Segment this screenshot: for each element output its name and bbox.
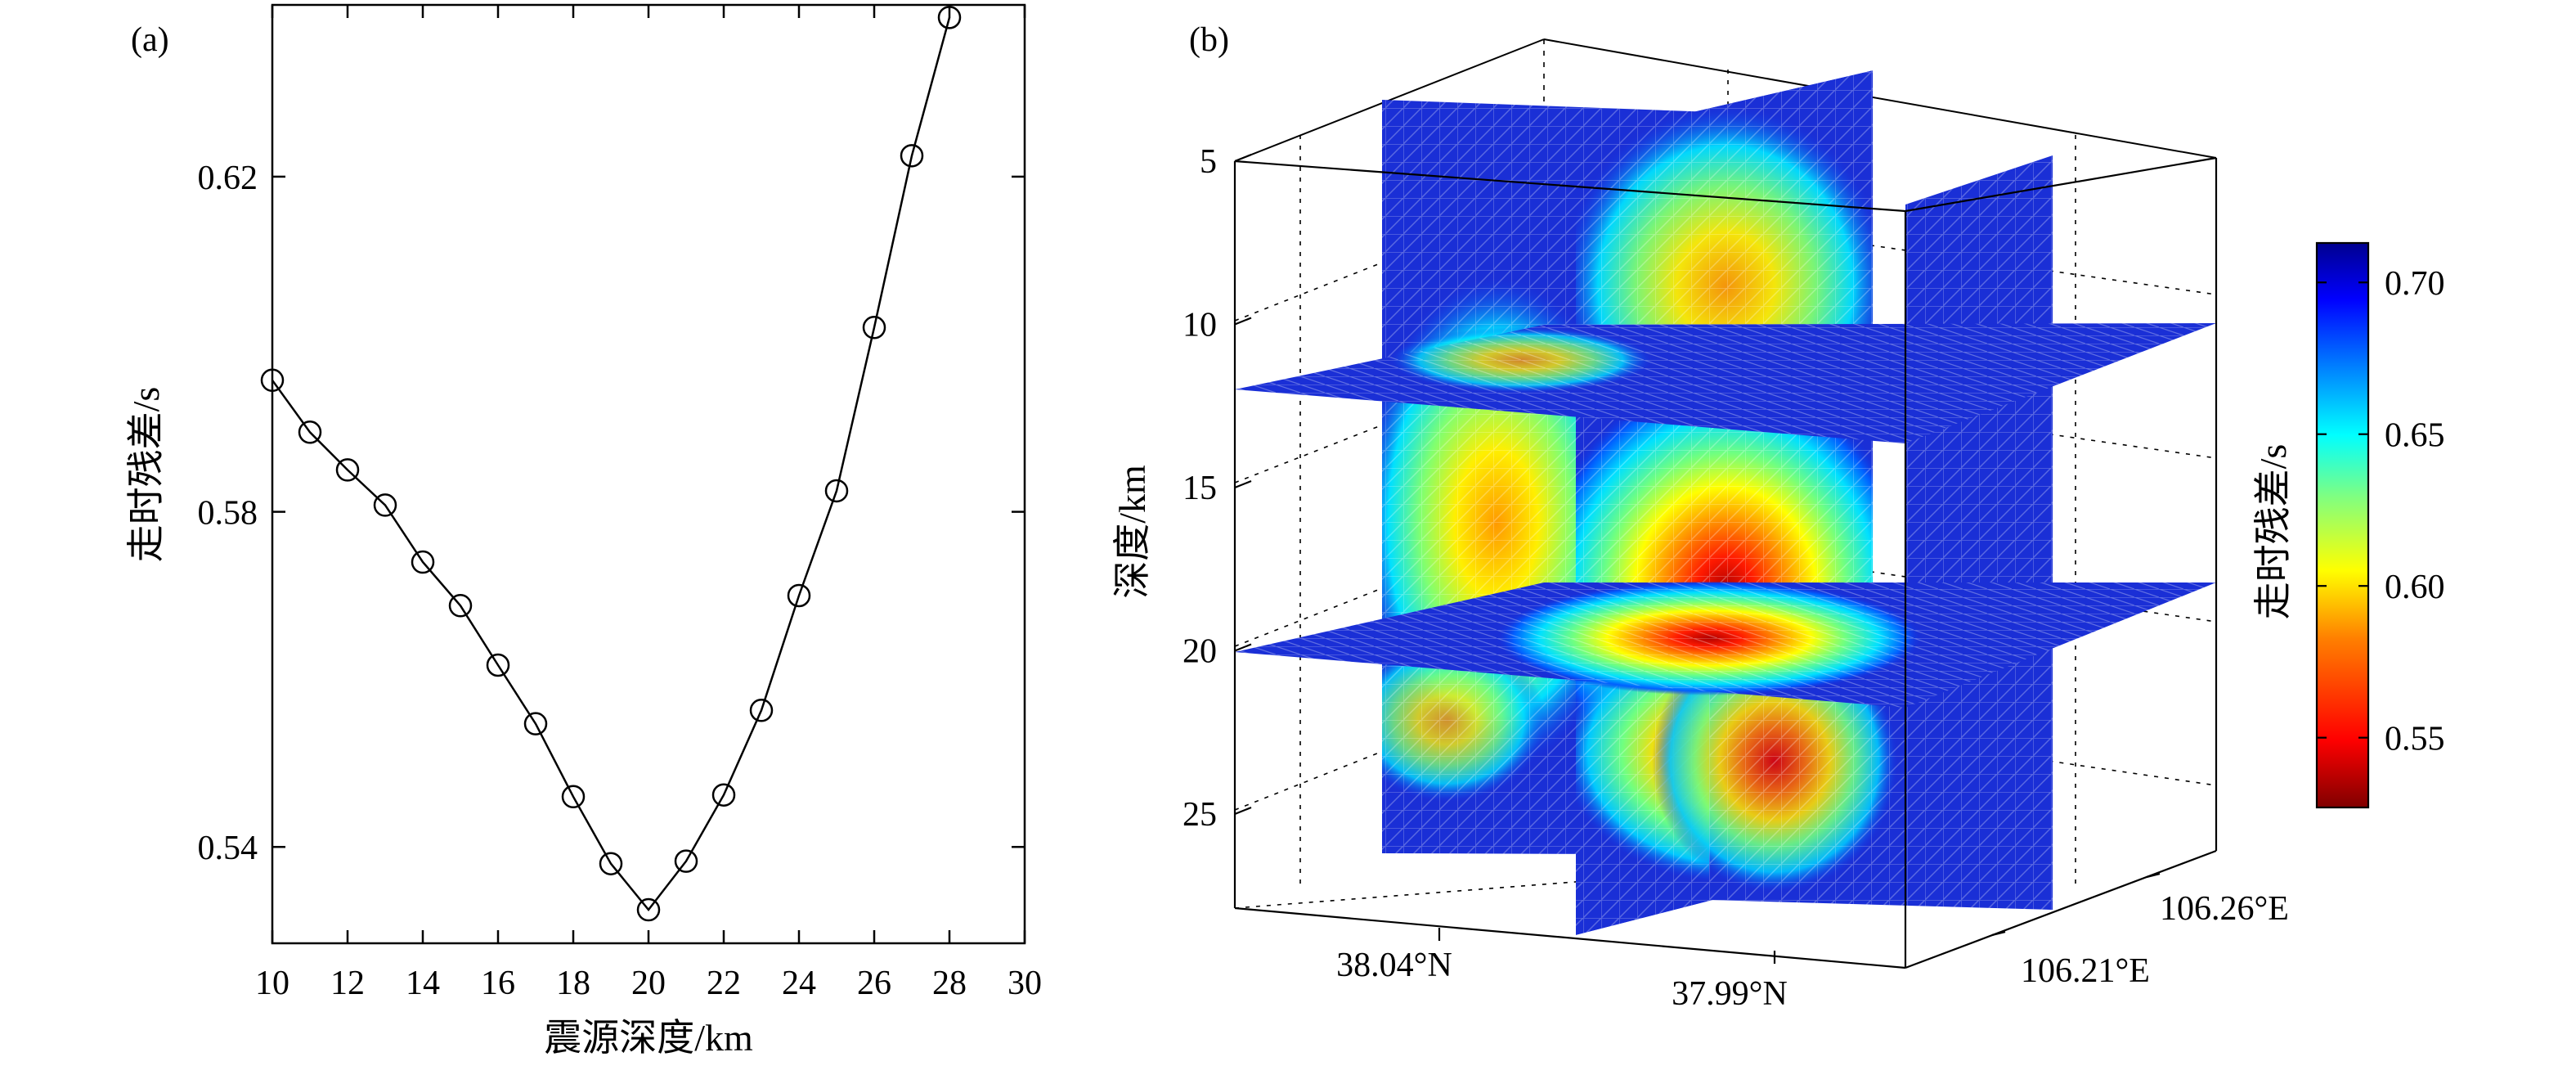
slice-depth-20 bbox=[1235, 581, 2216, 708]
depth-tick bbox=[1234, 643, 1252, 652]
x-tick-label: 12 bbox=[330, 965, 365, 1002]
colorbar-tick-label: 0.70 bbox=[2385, 265, 2445, 303]
box-front-edges bbox=[1233, 156, 2218, 969]
x-tick-label: 18 bbox=[556, 965, 590, 1002]
colorbar-gradient bbox=[2315, 241, 2370, 809]
colorbar-tick-label: 0.60 bbox=[2385, 569, 2445, 606]
depth-tick-label: 15 bbox=[1183, 470, 1217, 507]
x-tick-label: 10 bbox=[255, 965, 289, 1002]
slice-depth-12 bbox=[1235, 323, 2216, 443]
data-point bbox=[749, 699, 774, 722]
data-point bbox=[373, 493, 397, 517]
colorbar-title: 走时残差/s bbox=[2252, 444, 2294, 620]
x-tick-label: 22 bbox=[707, 965, 741, 1002]
depth-tick bbox=[1234, 479, 1252, 489]
depth-tick-label: 5 bbox=[1200, 143, 1217, 181]
panel-a-label: (a) bbox=[131, 21, 169, 59]
longitude-tick-label: 106.26°E bbox=[2160, 890, 2289, 928]
colorbar: 0.55 0.60 0.65 0.70 走时残差/s bbox=[2252, 241, 2445, 809]
longitude-tick bbox=[1991, 930, 2006, 937]
data-point bbox=[862, 316, 886, 340]
series-markers bbox=[260, 6, 962, 922]
y-tick-label: 0.58 bbox=[198, 495, 258, 533]
panel-b: (b) bbox=[1111, 21, 2445, 1013]
depth-tick-label: 25 bbox=[1183, 796, 1217, 834]
data-point bbox=[486, 653, 510, 677]
data-point bbox=[937, 6, 962, 29]
data-point bbox=[260, 368, 285, 393]
longitude-tick-label: 106.21°E bbox=[2021, 952, 2150, 990]
data-point bbox=[636, 897, 661, 922]
data-point bbox=[335, 458, 360, 482]
data-point bbox=[900, 144, 924, 168]
latitude-tick-label: 37.99°N bbox=[1672, 975, 1788, 1013]
series-line bbox=[271, 17, 951, 912]
data-point bbox=[599, 852, 623, 875]
x-tick-label: 24 bbox=[782, 965, 816, 1002]
panel-a-y-axis-title: 走时残差/s bbox=[125, 387, 167, 563]
data-point bbox=[523, 712, 548, 735]
depth-tick bbox=[1234, 806, 1252, 816]
x-tick-label: 30 bbox=[1008, 965, 1042, 1002]
x-tick-label: 28 bbox=[932, 965, 967, 1002]
panel-b-depth-axis-title: 深度/km bbox=[1111, 465, 1153, 599]
panel-a-y-axis: 0.54 0.58 0.62 bbox=[198, 160, 1025, 867]
depth-tick bbox=[1234, 317, 1252, 326]
colorbar-tick-label: 0.65 bbox=[2385, 417, 2445, 455]
data-point bbox=[411, 550, 435, 574]
colorbar-tick-label: 0.55 bbox=[2385, 721, 2445, 758]
panel-a: (a) 10 12 14 16 18 20 22 24 26 28 30 0.540.580.62 … bbox=[125, 3, 1042, 1059]
data-point bbox=[711, 783, 736, 807]
x-tick-label: 14 bbox=[406, 965, 440, 1002]
x-tick-label: 16 bbox=[481, 965, 515, 1002]
panel-b-label: (b) bbox=[1189, 21, 1229, 59]
x-tick-label: 26 bbox=[857, 965, 891, 1002]
data-point bbox=[298, 421, 322, 444]
longitude-tick bbox=[2146, 872, 2161, 879]
panel-a-x-axis: 10 12 14 16 18 20 22 24 26 28 30 bbox=[255, 5, 1042, 1002]
y-tick-label: 0.62 bbox=[198, 160, 258, 197]
panel-b-longitude-axis: 106.21°E 106.26°E bbox=[1991, 872, 2289, 990]
data-point bbox=[787, 583, 811, 608]
data-point bbox=[674, 849, 698, 873]
latitude-tick-label: 38.04°N bbox=[1336, 947, 1452, 984]
panel-a-x-axis-title: 震源深度/km bbox=[544, 1017, 753, 1059]
y-tick-label: 0.54 bbox=[198, 830, 258, 867]
data-point bbox=[561, 785, 586, 809]
depth-tick-label: 20 bbox=[1183, 633, 1217, 671]
colorbar-ticks: 0.55 0.60 0.65 0.70 bbox=[2317, 265, 2445, 758]
depth-tick-label: 10 bbox=[1183, 307, 1217, 344]
data-point bbox=[448, 594, 473, 618]
depth-tick bbox=[1234, 153, 1252, 163]
panel-b-depth-axis: 5 10 15 20 25 bbox=[1183, 143, 1252, 834]
panel-b-latitude-axis: 38.04°N 37.99°N bbox=[1336, 928, 1788, 1013]
data-point bbox=[824, 479, 849, 503]
slice-right bbox=[1905, 155, 2053, 910]
x-tick-label: 20 bbox=[631, 965, 666, 1002]
